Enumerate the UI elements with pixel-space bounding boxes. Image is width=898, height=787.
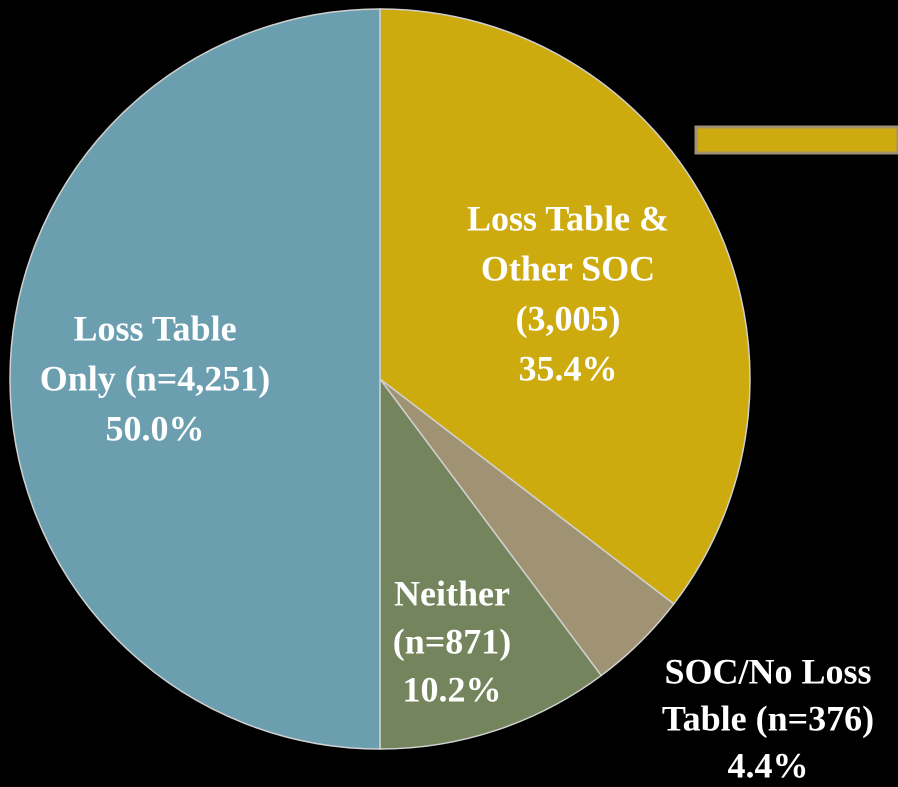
value-label: 35.4% xyxy=(519,348,618,388)
value-label: 10.2% xyxy=(403,669,502,709)
value-label: 4.4% xyxy=(728,745,809,785)
slice-label: Only (n=4,251) xyxy=(40,358,271,398)
slice-label: (n=871) xyxy=(393,621,512,661)
pie-slice xyxy=(379,8,751,605)
pie-slice xyxy=(379,376,603,750)
slice-label: (3,005) xyxy=(516,298,621,338)
arrow xyxy=(694,125,898,155)
value-label: 50.0% xyxy=(106,408,205,448)
slice-label: Loss Table & xyxy=(467,198,669,238)
slice-label: Other SOC xyxy=(481,248,655,288)
pie-slice xyxy=(9,8,381,750)
slice-label: Neither xyxy=(394,573,510,613)
slice-label: Loss Table xyxy=(73,308,236,348)
slice-label: Table (n=376) xyxy=(662,698,874,738)
slice-label: SOC/No Loss xyxy=(664,651,871,691)
